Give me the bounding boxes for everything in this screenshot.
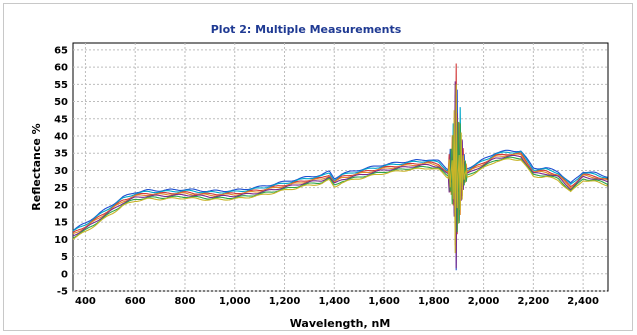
y-axis-label: Reflectance % [30, 123, 43, 210]
series-line [72, 84, 608, 254]
y-tick-label: 65 [54, 45, 68, 56]
chart-title: Plot 2: Multiple Measurements [211, 23, 402, 36]
x-tick-label: 2,400 [567, 296, 599, 307]
series-line [72, 118, 608, 235]
y-tick-label: 55 [54, 80, 68, 91]
y-tick-label: 0 [61, 269, 68, 280]
series-line [72, 107, 608, 232]
y-tick-label: 30 [54, 166, 68, 177]
x-tick-label: 1,400 [318, 296, 350, 307]
y-tick-label: 10 [54, 235, 68, 246]
x-tick-label: 1,000 [219, 296, 251, 307]
y-tick-label: 35 [54, 149, 68, 160]
x-tick-label: 1,200 [269, 296, 301, 307]
x-tick-label: 1,800 [418, 296, 450, 307]
x-tick-label: 1,600 [368, 296, 400, 307]
x-tick-label: 600 [125, 296, 146, 307]
x-tick-labels: 400 600 800 1,000 1,200 1,400 1,600 1,800 2,000 2… [75, 296, 599, 307]
y-tick-label: -5 [57, 287, 68, 298]
y-tick-label: 5 [61, 252, 68, 263]
y-tick-label: 25 [54, 183, 68, 194]
y-tick-label: 40 [54, 132, 68, 143]
y-tick-label: 15 [54, 218, 68, 229]
series-line [72, 81, 608, 269]
series-line [72, 121, 608, 239]
x-tick-label: 2,000 [468, 296, 500, 307]
y-tick-label: 50 [54, 97, 68, 108]
y-tick-label: 60 [54, 63, 68, 74]
series-line [72, 63, 608, 246]
x-tick-label: 2,200 [518, 296, 550, 307]
x-axis-label: Wavelength, nM [290, 317, 391, 330]
y-tick-label: 20 [54, 200, 68, 211]
series-lines [72, 63, 608, 271]
y-tick-labels: -5 0 5 10 15 20 25 30 35 40 45 50 55 60 65 [54, 45, 68, 297]
x-tick-label: 400 [75, 296, 96, 307]
y-tick-label: 45 [54, 114, 68, 125]
x-tick-label: 800 [175, 296, 196, 307]
